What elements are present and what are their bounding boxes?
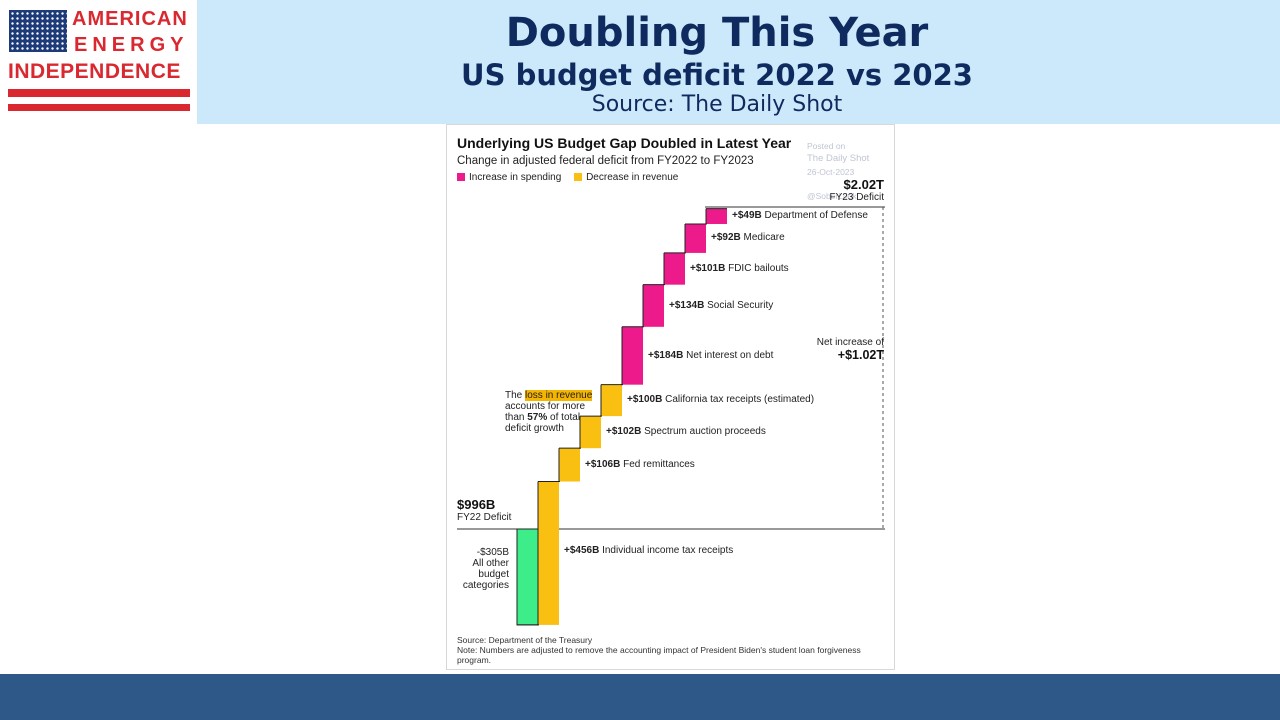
callout-pct: 57% <box>527 412 548 423</box>
step-value: +$456B <box>564 545 600 556</box>
slide-subtitle: US budget deficit 2022 vs 2023 <box>461 58 973 92</box>
start-total-value: $996B <box>457 497 496 512</box>
net-increase-caption: Net increase of <box>816 337 884 348</box>
chart-footer: Source: Department of the Treasury Note:… <box>457 635 887 665</box>
net-increase-value: +$1.02T <box>837 348 884 362</box>
step-text: California tax receipts (estimated) <box>662 394 815 406</box>
step-text: Fed remittances <box>620 458 695 470</box>
callout-mid: accounts for more than <box>505 401 586 423</box>
callout-highlight: loss in revenue <box>525 390 593 401</box>
logo-stripe <box>8 89 190 97</box>
waterfall-chart: Underlying US Budget Gap Doubled in Late… <box>446 124 895 670</box>
end-total-label: $2.02T FY23 Deficit <box>830 177 884 203</box>
footer-source: Source: Department of the Treasury <box>457 635 593 645</box>
legend-label-revenue: Decrease in revenue <box>586 172 679 183</box>
logo-word-american: AMERICAN <box>72 8 188 30</box>
callout-pre: The <box>505 390 523 401</box>
step-label-individual-income-tax-receipts: +$456B Individual income tax receipts <box>564 545 733 556</box>
step-value: +$101B <box>690 262 726 274</box>
legend-item-revenue: Decrease in revenue <box>574 172 678 183</box>
watermark-date: 26-Oct-2023 <box>807 167 855 177</box>
watermark-posted: Posted on <box>807 141 846 151</box>
step-text: Spectrum auction proceeds <box>641 426 766 438</box>
watermark-source: The Daily Shot <box>807 153 870 164</box>
end-total-caption: FY23 Deficit <box>829 192 884 203</box>
bar-individual-income-tax-receipts <box>538 481 559 625</box>
watermark-handle: @SoberLook <box>807 191 857 201</box>
step-value: +$106B <box>585 458 621 470</box>
logo-word-energy: ENERGY <box>74 34 189 56</box>
step-label-department-of-defense: +$49B Department of Defense <box>732 210 868 221</box>
chart-legend: Increase in spending Decrease in revenue <box>457 172 688 183</box>
step-value: +$134B <box>669 299 705 311</box>
start-total-label: $996B FY22 Deficit <box>457 497 511 523</box>
other-categories-label: -$305B All other budget categories <box>459 547 509 591</box>
bar-spectrum-auction-proceeds <box>580 416 601 449</box>
footer-note: Note: Numbers are adjusted to remove the… <box>457 645 861 665</box>
bar-net-interest-on-debt <box>622 326 643 385</box>
slide-title: Doubling This Year <box>505 10 929 56</box>
step-value: +$184B <box>648 349 684 361</box>
american-energy-independence-logo: AMERICAN ENERGY INDEPENDENCE <box>6 6 192 122</box>
step-value: +$92B <box>711 232 741 244</box>
bar-social-security <box>643 284 664 327</box>
slide-source: Source: The Daily Shot <box>591 92 843 117</box>
other-categories-text: All other budget categories <box>462 558 509 591</box>
chart-subtitle: Change in adjusted federal deficit from … <box>457 155 754 167</box>
step-label-net-interest-on-debt: +$184B Net interest on debt <box>648 350 773 361</box>
step-text: Individual income tax receipts <box>599 545 734 556</box>
flag-stars-icon <box>9 10 67 52</box>
chart-plot <box>457 206 885 626</box>
step-label-fed-remittances: +$106B Fed remittances <box>585 459 695 470</box>
step-text: Net interest on debt <box>683 349 774 361</box>
legend-label-spending: Increase in spending <box>469 172 562 183</box>
step-text: Medicare <box>740 232 785 244</box>
step-label-medicare: +$92B Medicare <box>711 232 785 243</box>
step-label-social-security: +$134B Social Security <box>669 300 773 311</box>
bar-california-tax-receipts-estimated- <box>601 384 622 417</box>
legend-swatch-spending <box>457 173 465 181</box>
bar-department-of-defense <box>706 208 727 224</box>
other-categories-value: -$305B <box>476 547 509 558</box>
end-total-value: $2.02T <box>843 177 884 192</box>
revenue-callout: The loss in revenue accounts for more th… <box>505 390 601 434</box>
bar-all-other-budget-categories <box>516 528 539 626</box>
header: AMERICAN ENERGY INDEPENDENCE Doubling Th… <box>0 0 1280 124</box>
legend-swatch-revenue <box>574 173 583 181</box>
bottom-bar <box>0 674 1280 720</box>
start-total-caption: FY22 Deficit <box>457 512 512 523</box>
step-text: Department of Defense <box>761 210 868 222</box>
bar-medicare <box>685 223 706 253</box>
bar-fdic-bailouts <box>664 252 685 285</box>
net-increase-label: Net increase of +$1.02T <box>817 337 884 362</box>
logo-word-independence: INDEPENDENCE <box>8 60 181 83</box>
step-label-california-tax-receipts-estimated-: +$100B California tax receipts (estimate… <box>627 394 814 405</box>
bar-fed-remittances <box>559 448 580 482</box>
chart-title: Underlying US Budget Gap Doubled in Late… <box>457 135 792 151</box>
step-text: Social Security <box>704 299 774 311</box>
logo-stripe <box>8 104 190 111</box>
callout-post: of total deficit growth <box>505 412 581 434</box>
step-value: +$102B <box>606 426 642 438</box>
step-text: FDIC bailouts <box>725 262 789 274</box>
step-value: +$49B <box>732 210 762 222</box>
step-value: +$100B <box>627 394 663 406</box>
step-label-fdic-bailouts: +$101B FDIC bailouts <box>690 263 789 274</box>
header-band <box>197 0 1280 124</box>
legend-item-spending: Increase in spending <box>457 172 561 183</box>
step-label-spectrum-auction-proceeds: +$102B Spectrum auction proceeds <box>606 426 766 437</box>
